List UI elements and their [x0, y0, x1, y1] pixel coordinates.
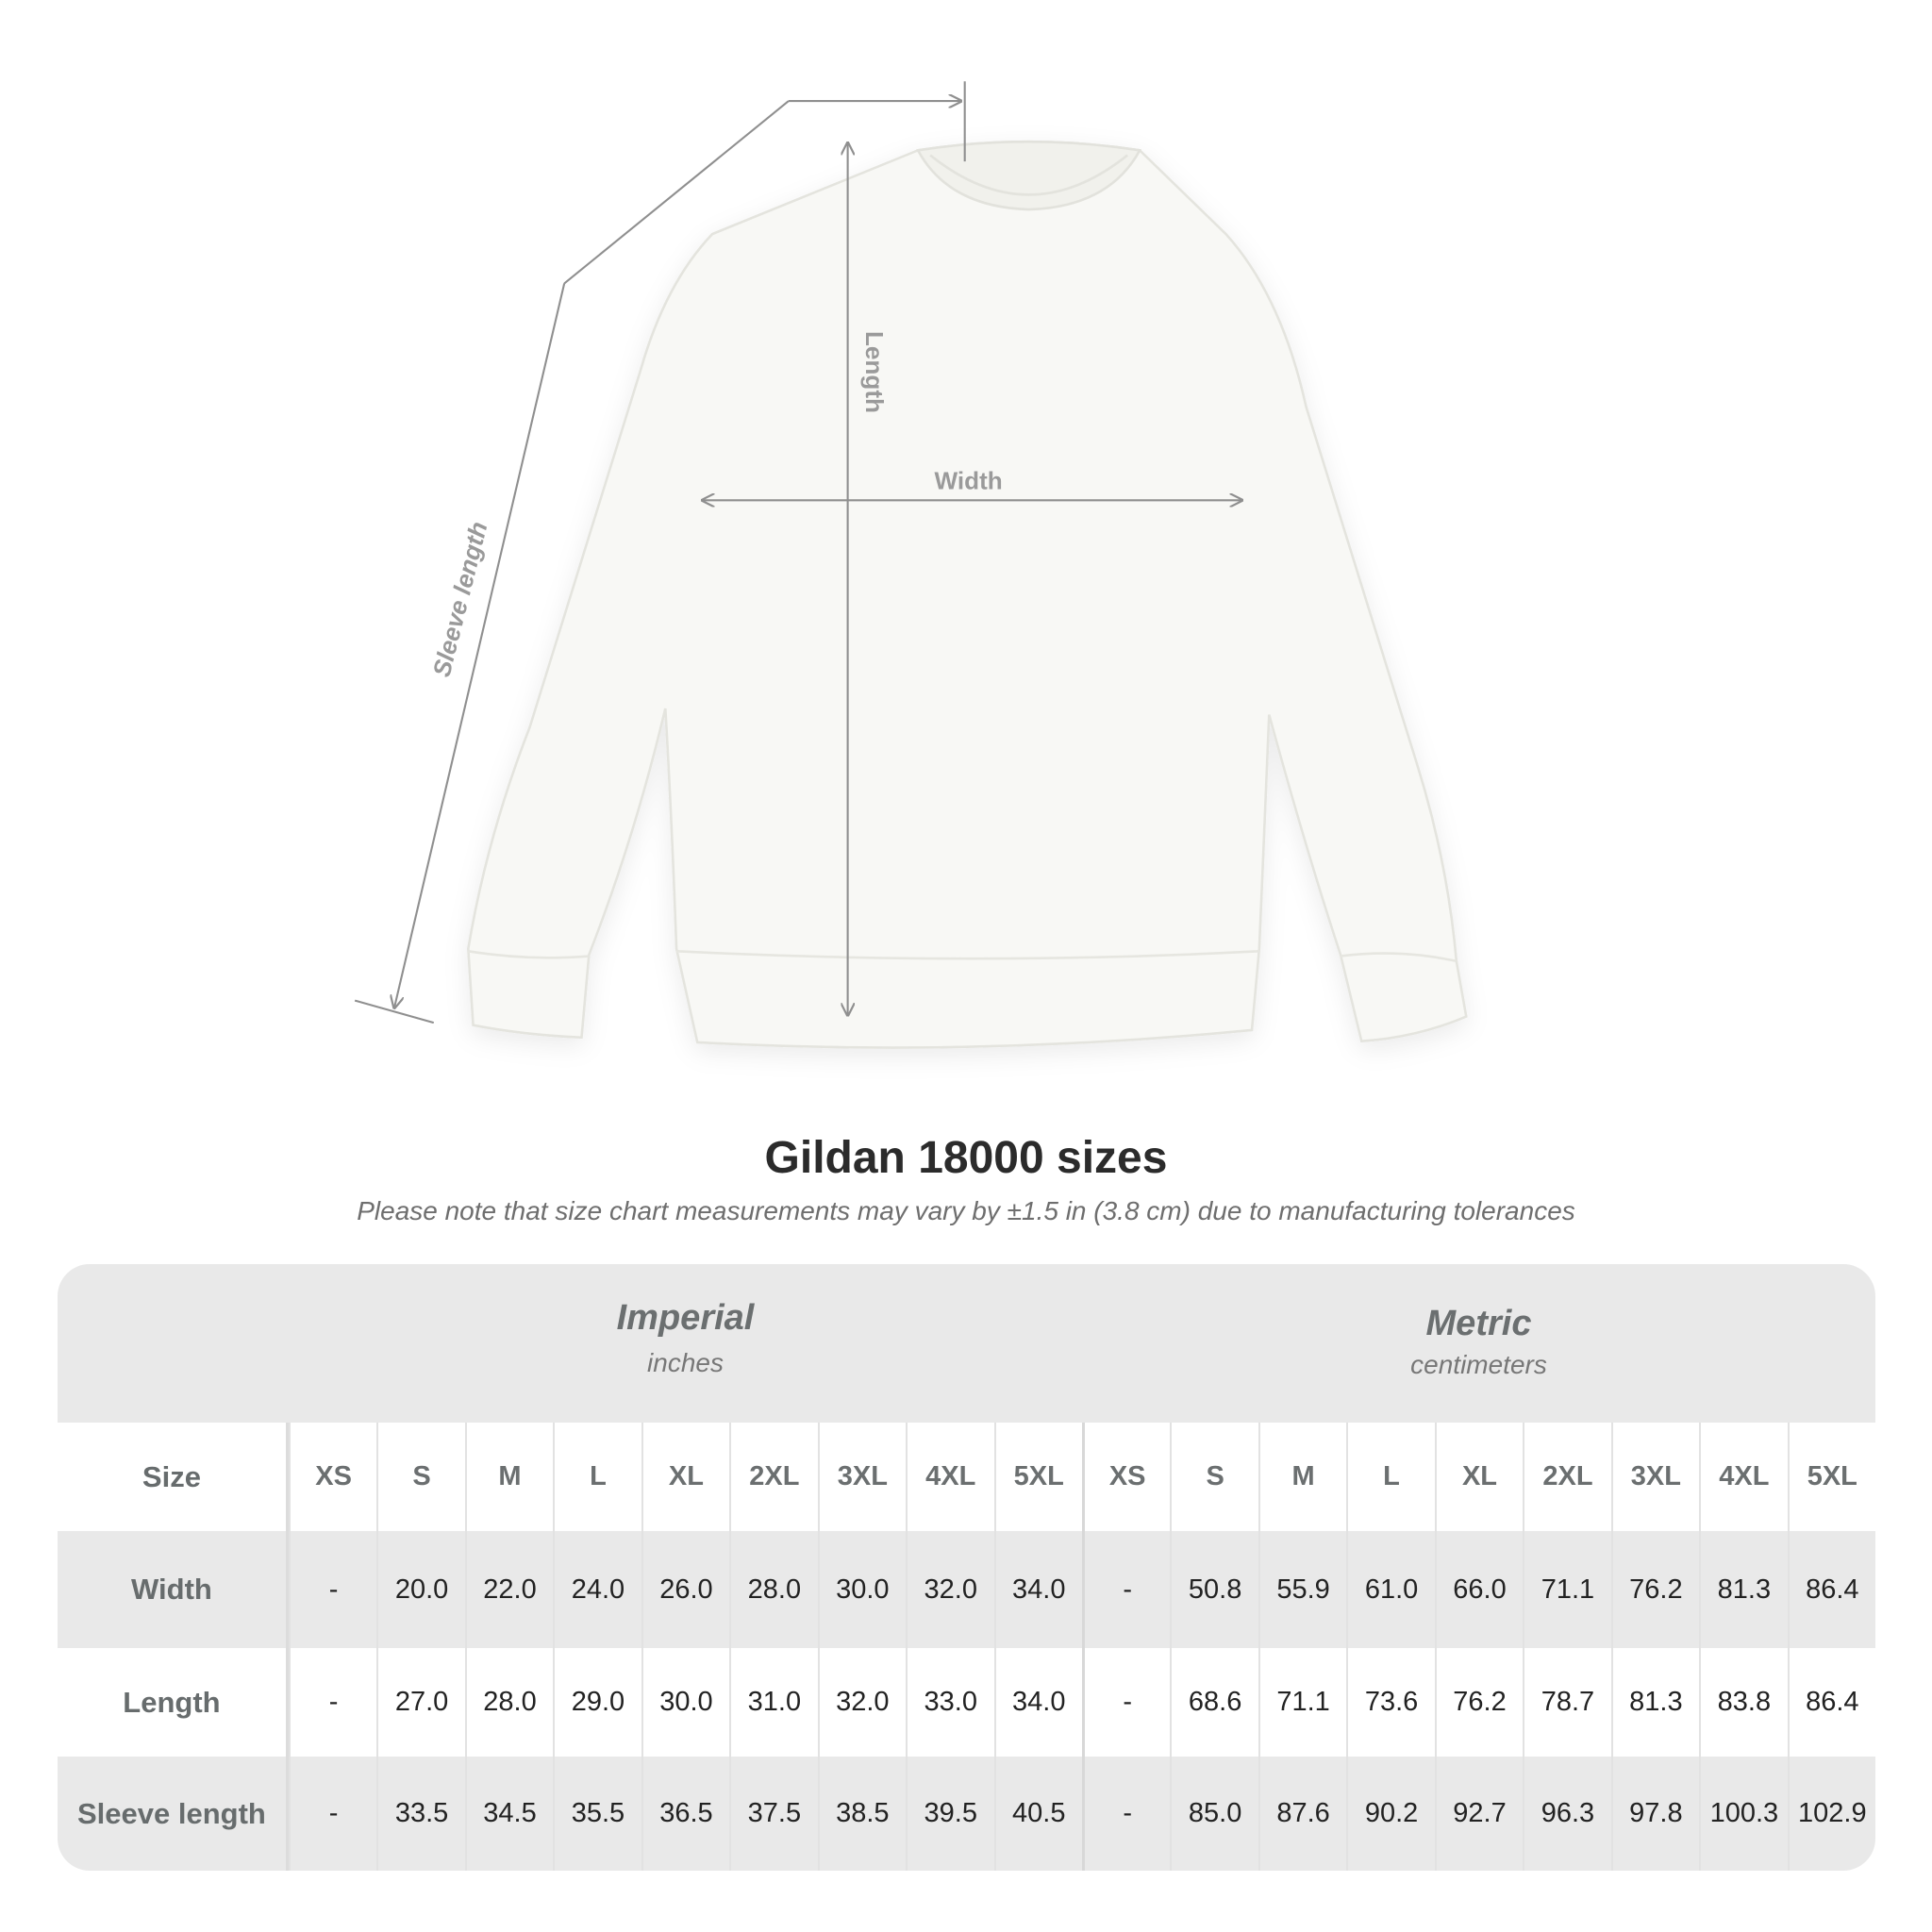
- imperial-value: 24.0: [553, 1531, 641, 1648]
- metric-value: 83.8: [1699, 1648, 1787, 1757]
- sleeve-length-label: Sleeve length: [427, 519, 493, 680]
- imperial-value: 37.5: [729, 1757, 817, 1871]
- imperial-value: 28.0: [464, 1648, 553, 1757]
- imperial-size-XS: XS: [288, 1423, 376, 1531]
- metric-value: 90.2: [1346, 1757, 1434, 1871]
- metric-value: 102.9: [1787, 1757, 1875, 1871]
- imperial-value: 40.5: [993, 1757, 1082, 1871]
- length-label: Length: [860, 331, 889, 413]
- metric-value: 85.0: [1170, 1757, 1257, 1871]
- metric-size-S: S: [1170, 1423, 1257, 1531]
- imperial-size-2XL: 2XL: [729, 1423, 817, 1531]
- metric-size-3XL: 3XL: [1610, 1423, 1699, 1531]
- sweatshirt-diagram: Length Width Sleeve length: [354, 81, 1468, 1049]
- measurement-lines: [354, 81, 1241, 1024]
- imperial-value: 34.0: [993, 1531, 1082, 1648]
- table-row: Sleeve length -33.5 34.5 35.5 36.5 37.5 38.5 39…: [58, 1757, 1875, 1871]
- width-label: Width: [934, 467, 1002, 495]
- imperial-value: 34.0: [993, 1648, 1082, 1757]
- imperial-value: 22.0: [464, 1531, 553, 1648]
- metric-value: 73.6: [1346, 1648, 1434, 1757]
- metric-value: 87.6: [1257, 1757, 1346, 1871]
- imperial-value: 33.5: [376, 1757, 464, 1871]
- metric-value: 71.1: [1257, 1648, 1346, 1757]
- imperial-size-M: M: [464, 1423, 553, 1531]
- metric-value: 92.7: [1434, 1757, 1523, 1871]
- metric-value: 86.4: [1787, 1531, 1875, 1648]
- imperial-value: 28.0: [729, 1531, 817, 1648]
- metric-size-XS: XS: [1081, 1423, 1170, 1531]
- imperial-value: 34.5: [464, 1757, 553, 1871]
- imperial-value: 27.0: [376, 1648, 464, 1757]
- metric-size-XL: XL: [1434, 1423, 1523, 1531]
- metric-value: 78.7: [1523, 1648, 1610, 1757]
- metric-value: 61.0: [1346, 1531, 1434, 1648]
- imperial-value: 29.0: [553, 1648, 641, 1757]
- imperial-value: 20.0: [376, 1531, 464, 1648]
- imperial-size-S: S: [376, 1423, 464, 1531]
- imperial-size-4XL: 4XL: [906, 1423, 993, 1531]
- imperial-value: 31.0: [729, 1648, 817, 1757]
- metric-value: -: [1081, 1531, 1170, 1648]
- metric-size-2XL: 2XL: [1523, 1423, 1610, 1531]
- row-label: Length: [58, 1648, 289, 1757]
- row-label: Width: [58, 1531, 289, 1648]
- metric-size-M: M: [1257, 1423, 1346, 1531]
- metric-value: 81.3: [1699, 1531, 1787, 1648]
- table-row: Length -27.0 28.0 29.0 30.0 31.0 32.0 33.0 34.0-…: [58, 1648, 1875, 1757]
- imperial-value: 30.0: [817, 1531, 906, 1648]
- imperial-value: 30.0: [641, 1648, 729, 1757]
- imperial-size-5XL: 5XL: [993, 1423, 1082, 1531]
- metric-value: 86.4: [1787, 1648, 1875, 1757]
- size-header-row: Size XS S M L XL 2XL 3XL 4XL 5XL XS S M L XL 2XL 3XL 4XL 5…: [58, 1423, 1875, 1531]
- imperial-value: -: [288, 1648, 376, 1757]
- imperial-value: 36.5: [641, 1757, 729, 1871]
- imperial-header: Imperial inches: [289, 1264, 1082, 1423]
- metric-value: 97.8: [1610, 1757, 1699, 1871]
- metric-value: 76.2: [1434, 1648, 1523, 1757]
- metric-header: Metric centimeters: [1082, 1264, 1875, 1423]
- imperial-value: -: [288, 1757, 376, 1871]
- imperial-value: 32.0: [817, 1648, 906, 1757]
- imperial-size-L: L: [553, 1423, 641, 1531]
- metric-title: Metric: [1425, 1304, 1532, 1343]
- size-label: Size: [58, 1423, 289, 1531]
- metric-value: 100.3: [1699, 1757, 1787, 1871]
- metric-value: 81.3: [1610, 1648, 1699, 1757]
- metric-value: 68.6: [1170, 1648, 1257, 1757]
- metric-unit: centimeters: [1410, 1350, 1547, 1379]
- imperial-title: Imperial: [616, 1298, 755, 1338]
- imperial-value: 26.0: [641, 1531, 729, 1648]
- metric-size-5XL: 5XL: [1787, 1423, 1875, 1531]
- metric-size-4XL: 4XL: [1699, 1423, 1787, 1531]
- imperial-unit: inches: [647, 1348, 724, 1377]
- imperial-value: 35.5: [553, 1757, 641, 1871]
- imperial-value: 38.5: [817, 1757, 906, 1871]
- imperial-value: 33.0: [906, 1648, 993, 1757]
- size-chart-table: Imperial inches Metric centimeters Size X…: [58, 1264, 1875, 1871]
- imperial-size-XL: XL: [641, 1423, 729, 1531]
- tolerance-note: Please note that size chart measurements…: [357, 1196, 1575, 1225]
- imperial-value: 32.0: [906, 1531, 993, 1648]
- metric-size-L: L: [1346, 1423, 1434, 1531]
- table-row: Width -20.0 22.0 24.0 26.0 28.0 30.0 32.0 34.0-5…: [58, 1531, 1875, 1648]
- metric-value: 96.3: [1523, 1757, 1610, 1871]
- page-title: Gildan 18000 sizes: [764, 1133, 1168, 1183]
- imperial-value: -: [288, 1531, 376, 1648]
- imperial-size-3XL: 3XL: [817, 1423, 906, 1531]
- metric-value: 71.1: [1523, 1531, 1610, 1648]
- row-label: Sleeve length: [58, 1757, 289, 1871]
- metric-value: 66.0: [1434, 1531, 1523, 1648]
- metric-value: -: [1081, 1648, 1170, 1757]
- sweatshirt-image: [467, 140, 1468, 1049]
- metric-value: 55.9: [1257, 1531, 1346, 1648]
- metric-value: 50.8: [1170, 1531, 1257, 1648]
- imperial-value: 39.5: [906, 1757, 993, 1871]
- metric-value: -: [1081, 1757, 1170, 1871]
- metric-value: 76.2: [1610, 1531, 1699, 1648]
